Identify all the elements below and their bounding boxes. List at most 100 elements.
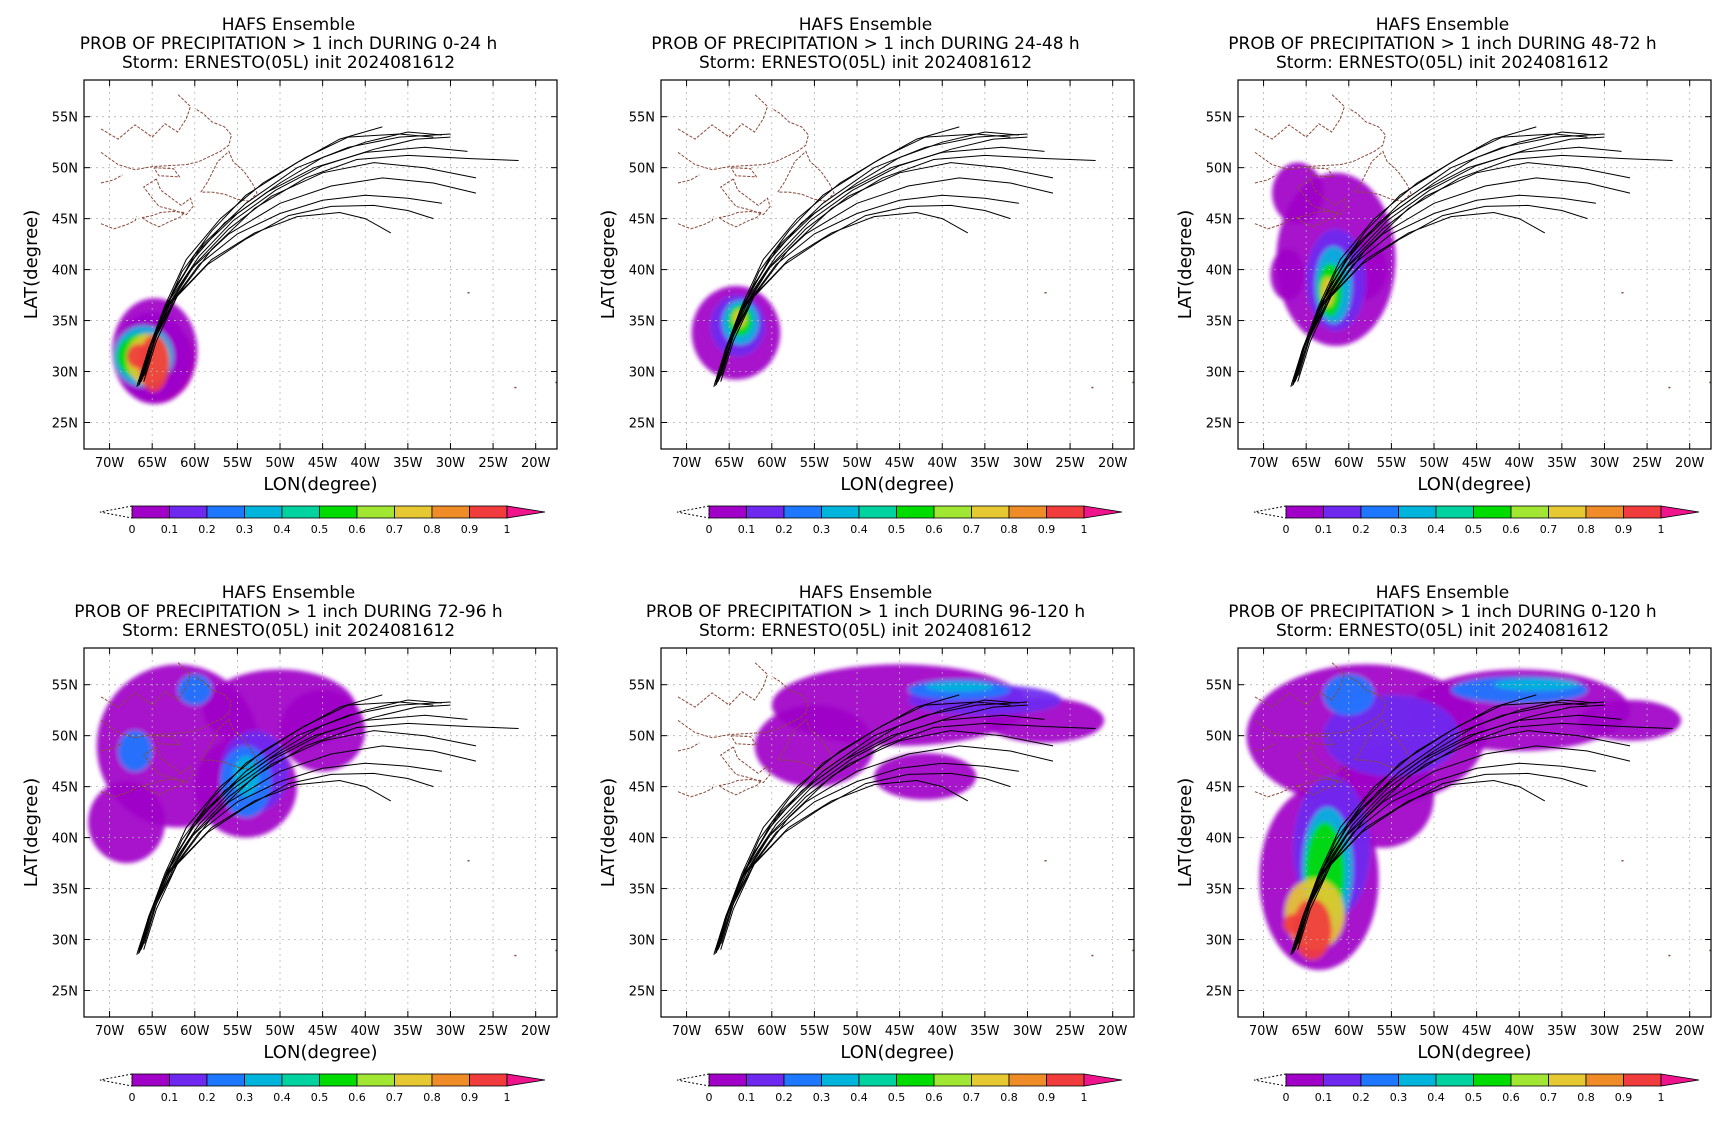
- x-tick-label: 25W: [1055, 1024, 1085, 1039]
- colorbar-under-triangle: [1253, 505, 1287, 519]
- colorbar-label: 0.7: [386, 523, 404, 536]
- colorbar-label: 0.3: [1390, 523, 1408, 536]
- colorbar-swatch: [356, 505, 395, 519]
- colorbar-label: 0.1: [161, 1091, 179, 1104]
- track-line: [1295, 730, 1631, 948]
- colorbar-swatch: [169, 505, 208, 519]
- colorbar-swatch: [1046, 1073, 1085, 1087]
- x-tick-label: 65W: [137, 456, 167, 471]
- y-tick-label: 25N: [1206, 984, 1232, 999]
- colorbar-label: 0.7: [1540, 523, 1558, 536]
- precip-blob: [118, 730, 153, 772]
- colorbar-swatch: [431, 1073, 470, 1087]
- panel-title-storm: Storm: ERNESTO(05L) init 2024081612: [121, 621, 456, 641]
- colorbar-swatch: [1008, 1073, 1047, 1087]
- colorbar-swatch: [319, 1073, 358, 1087]
- x-tick-label: 45W: [885, 456, 915, 471]
- colorbar-swatch: [933, 1073, 972, 1087]
- plot-area: [661, 648, 1134, 1017]
- island-speck: [1044, 292, 1047, 294]
- y-tick-label: 25N: [52, 416, 78, 431]
- colorbar-under-triangle: [676, 1073, 710, 1087]
- x-tick-label: 40W: [928, 1024, 958, 1039]
- track-line: [141, 162, 477, 380]
- track-line: [721, 211, 969, 376]
- colorbar: 0 0.1 0.2 0.3 0.4 0.5 0.6 0.7 0.8 0.9 1: [676, 505, 1123, 536]
- colorbar-label: 0.4: [850, 523, 868, 536]
- track-line: [142, 204, 434, 378]
- colorbar-label: 0.7: [1540, 1091, 1558, 1104]
- island-speck: [1621, 860, 1624, 862]
- colorbar-swatch: [821, 505, 860, 519]
- x-tick-label: 35W: [393, 1024, 423, 1039]
- panel-title-product: PROB OF PRECIPITATION > 1 inch DURING 48…: [1228, 34, 1657, 54]
- colorbar-under-triangle: [676, 505, 710, 519]
- x-tick-label: 70W: [95, 456, 125, 471]
- colorbar-label: 0.2: [1352, 1091, 1370, 1104]
- y-tick-label: 35N: [629, 883, 655, 898]
- ensemble-tracks: [713, 126, 1096, 387]
- colorbar-swatch: [394, 505, 433, 519]
- x-tick-label: 50W: [1419, 1024, 1449, 1039]
- map-panel-0-120: HAFS Ensemble PROB OF PRECIPITATION > 1 i…: [1154, 568, 1731, 1136]
- colorbar-swatch: [1285, 1073, 1324, 1087]
- colorbar-swatch: [1435, 1073, 1474, 1087]
- x-tick-label: 35W: [1547, 456, 1577, 471]
- ensemble-tracks: [1290, 126, 1673, 387]
- colorbar-label: 0.9: [461, 1091, 479, 1104]
- colorbar-label: 0.9: [1038, 1091, 1056, 1104]
- colorbar-swatch: [1585, 505, 1624, 519]
- track-line: [143, 154, 519, 382]
- x-tick-label: 45W: [308, 456, 338, 471]
- x-tick-label: 55W: [800, 456, 830, 471]
- panel-title-product: PROB OF PRECIPITATION > 1 inch DURING 96…: [645, 602, 1086, 622]
- colorbar: 0 0.1 0.2 0.3 0.4 0.5 0.6 0.7 0.8 0.9 1: [99, 1073, 546, 1104]
- island-speck: [1044, 860, 1047, 862]
- x-tick-label: 50W: [265, 1024, 295, 1039]
- colorbar-label: 0.2: [775, 523, 793, 536]
- plot-frame: [660, 79, 1135, 450]
- colorbar-swatch: [1510, 505, 1549, 519]
- y-tick-label: 35N: [52, 883, 78, 898]
- colorbar-label: 0.6: [1502, 1091, 1520, 1104]
- colorbar-swatch: [131, 1073, 170, 1087]
- track-line: [143, 722, 519, 950]
- track-line: [717, 704, 1028, 949]
- y-tick-label: 25N: [629, 984, 655, 999]
- island-speck: [1132, 381, 1134, 384]
- colorbar-swatch: [1623, 1073, 1662, 1087]
- x-tick-label: 30W: [436, 456, 466, 471]
- panel-title-storm: Storm: ERNESTO(05L) init 2024081612: [698, 621, 1033, 641]
- y-axis-title: LAT(degree): [1175, 210, 1196, 319]
- track-line: [138, 146, 468, 386]
- colorbar-label: 0.7: [386, 1091, 404, 1104]
- island-speck: [1668, 954, 1671, 957]
- colorbar-swatch: [206, 1073, 245, 1087]
- colorbar-label: 1: [1658, 1091, 1665, 1104]
- colorbar-swatch: [356, 1073, 395, 1087]
- y-tick-label: 25N: [629, 416, 655, 431]
- coastline: [100, 661, 258, 798]
- colorbar-label: 1: [504, 523, 511, 536]
- colorbar-label: 0: [706, 523, 713, 536]
- plot-frame: [1237, 79, 1712, 450]
- precip-blob: [1272, 162, 1324, 224]
- colorbar-swatch: [1285, 505, 1324, 519]
- x-tick-label: 40W: [351, 1024, 381, 1039]
- colorbar-swatch: [394, 1073, 433, 1087]
- colorbar-swatch: [281, 505, 320, 519]
- colorbar-swatch: [1360, 1073, 1399, 1087]
- colorbar-label: 0: [1283, 1091, 1290, 1104]
- x-tick-label: 40W: [1505, 456, 1535, 471]
- colorbar-swatch: [1548, 1073, 1587, 1087]
- x-tick-label: 65W: [714, 1024, 744, 1039]
- colorbar-under-triangle: [1253, 1073, 1287, 1087]
- plot-area: [84, 80, 557, 449]
- colorbar-label: 0.7: [963, 523, 981, 536]
- x-tick-label: 25W: [1632, 456, 1662, 471]
- colorbar-label: 0.6: [348, 523, 366, 536]
- colorbar-swatch: [896, 505, 935, 519]
- colorbar-over-triangle: [1660, 1073, 1700, 1087]
- y-tick-label: 50N: [52, 162, 78, 177]
- x-tick-label: 30W: [1590, 1024, 1620, 1039]
